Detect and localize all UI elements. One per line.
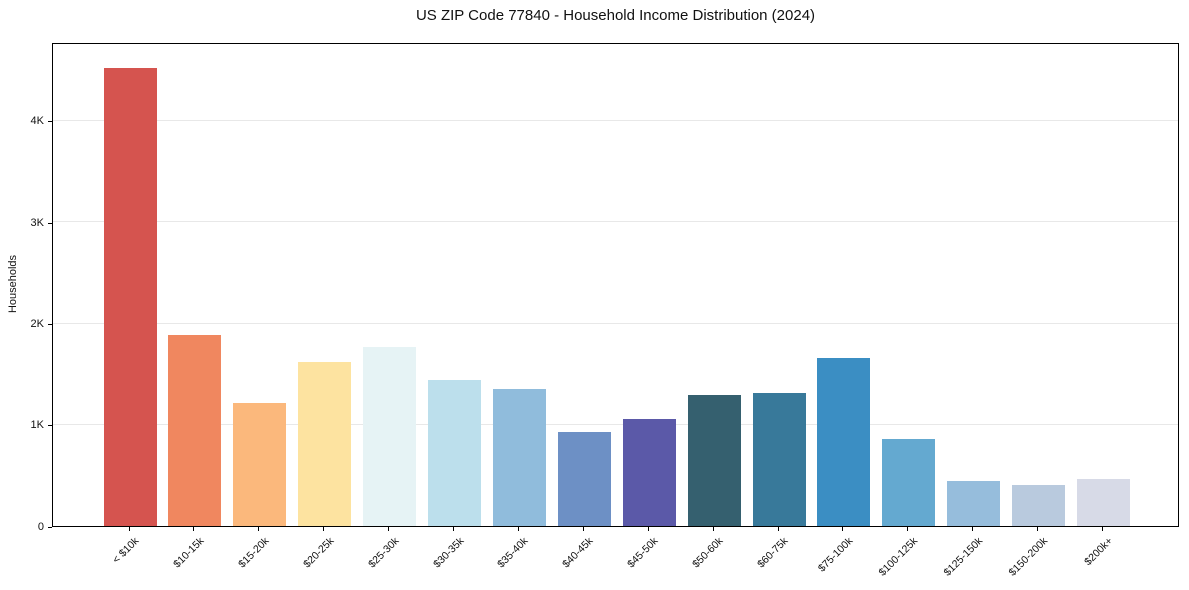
- x-tick: [1102, 527, 1103, 531]
- y-tick: [48, 323, 52, 325]
- x-tick-label: $15-20k: [235, 535, 272, 571]
- y-tick: [48, 222, 52, 224]
- gridline-1K: [53, 423, 1178, 425]
- x-tick: [842, 527, 844, 531]
- y-tick: [48, 121, 52, 123]
- x-tick: [128, 527, 130, 531]
- bar-45-50k: [622, 419, 676, 526]
- bar-35-40k: [492, 388, 546, 526]
- x-tick: [1037, 527, 1039, 531]
- bar-25-30k: [363, 346, 417, 526]
- x-tick: [323, 527, 325, 531]
- y-tick: [48, 425, 52, 427]
- bar-200k: [1077, 479, 1130, 526]
- x-tick-label: $60-75k: [755, 535, 791, 571]
- x-tick: [258, 527, 260, 531]
- x-tick: [193, 527, 195, 531]
- x-tick: [388, 527, 390, 531]
- gridline-2K: [53, 322, 1178, 324]
- bar-125-150k: [947, 480, 1001, 526]
- bar-75-100k: [817, 358, 871, 526]
- y-tick-label: 3K: [30, 216, 44, 229]
- y-tick-label: 1K: [30, 419, 44, 432]
- x-tick: [777, 527, 779, 531]
- y-tick-label: 4K: [30, 115, 44, 128]
- x-tick: [647, 527, 649, 531]
- x-tick-label: $100-125k: [876, 535, 921, 579]
- y-tick-label: 0: [37, 520, 44, 533]
- x-tick-label: $150-200k: [1006, 535, 1051, 579]
- bar-100-125k: [882, 438, 936, 526]
- bar-150-200k: [1012, 485, 1066, 526]
- x-tick-label: $10-15k: [171, 535, 207, 571]
- x-tick-label: $75-100k: [815, 535, 856, 575]
- x-tick-label: $200k+: [1081, 535, 1115, 569]
- y-axis-label: Households: [7, 254, 19, 314]
- x-tick-label: $25-30k: [365, 535, 402, 571]
- bar-60-75k: [752, 393, 806, 526]
- bar-15-20k: [233, 403, 287, 526]
- x-tick-label: $20-25k: [300, 535, 337, 571]
- x-tick-label: $125-150k: [941, 535, 986, 579]
- bar-10k: [103, 68, 157, 526]
- x-tick: [907, 527, 909, 531]
- gridline-3K: [53, 221, 1178, 223]
- bar-20-25k: [298, 362, 352, 526]
- x-tick: [453, 527, 454, 531]
- x-tick: [972, 527, 974, 531]
- bar-30-35k: [428, 380, 481, 526]
- x-tick-label: $30-35k: [430, 535, 466, 571]
- x-tick-label: $40-45k: [560, 535, 596, 571]
- x-tick: [517, 527, 519, 531]
- x-tick-label: $50-60k: [690, 535, 726, 571]
- gridline-4K: [53, 119, 1178, 121]
- y-tick-label: 2K: [30, 317, 44, 330]
- x-tick: [582, 527, 584, 531]
- x-tick-label: $35-40k: [495, 535, 531, 571]
- plot-area: [52, 43, 1179, 527]
- bar-40-45k: [557, 431, 611, 526]
- x-tick-label: $45-50k: [625, 535, 661, 571]
- bar-50-60k: [687, 394, 741, 526]
- bar-10-15k: [168, 334, 222, 526]
- x-tick: [712, 527, 714, 531]
- x-tick-label: < $10k: [110, 535, 142, 566]
- chart-title: US ZIP Code 77840 - Household Income Dis…: [415, 7, 816, 24]
- y-tick: [48, 526, 52, 528]
